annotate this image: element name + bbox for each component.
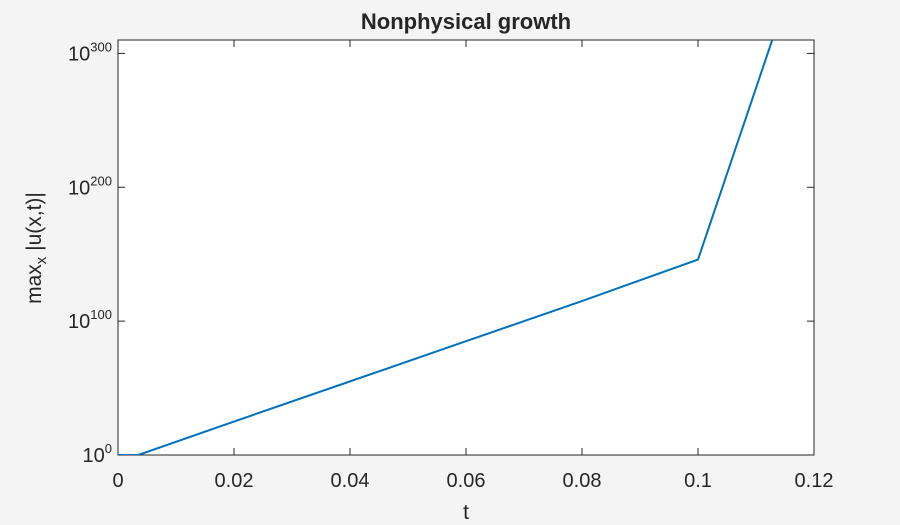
x-tick-label: 0.12 (795, 470, 834, 492)
chart-title: Nonphysical growth (361, 9, 571, 34)
y-tick-base: 10 (68, 43, 90, 65)
y-axis-label-base: max (23, 264, 46, 304)
y-tick-label: 100 (83, 441, 112, 467)
x-tick-label: 0.1 (684, 470, 712, 492)
y-tick-exponent: 100 (90, 307, 112, 322)
y-axis-label-rest: |u(x,t)| (23, 192, 46, 257)
y-tick-base: 10 (68, 311, 90, 333)
x-axis-ticks: 0 0.02 0.04 0.06 0.08 0.1 0.12 (112, 40, 833, 492)
y-tick-base: 10 (68, 177, 90, 199)
x-axis-label: t (463, 501, 469, 524)
plot-area (117, 39, 815, 456)
x-tick-label: 0.08 (563, 470, 602, 492)
y-tick-label: 10300 (68, 39, 112, 65)
y-tick-label: 10200 (68, 173, 112, 199)
y-axis-label-subscript: x (33, 256, 50, 264)
x-tick-label: 0.04 (331, 470, 370, 492)
x-tick-label: 0 (112, 470, 123, 492)
y-tick-exponent: 300 (90, 39, 112, 54)
series-line (118, 40, 774, 455)
series-lines (118, 40, 774, 455)
y-tick-base: 10 (83, 445, 105, 467)
y-tick-exponent: 200 (90, 173, 112, 188)
x-tick-label: 0.02 (215, 470, 254, 492)
y-axis-label: maxx |u(x,t)| (23, 192, 50, 304)
y-tick-exponent: 0 (105, 441, 112, 456)
x-tick-label: 0.06 (447, 470, 486, 492)
y-tick-label: 10100 (68, 307, 112, 333)
